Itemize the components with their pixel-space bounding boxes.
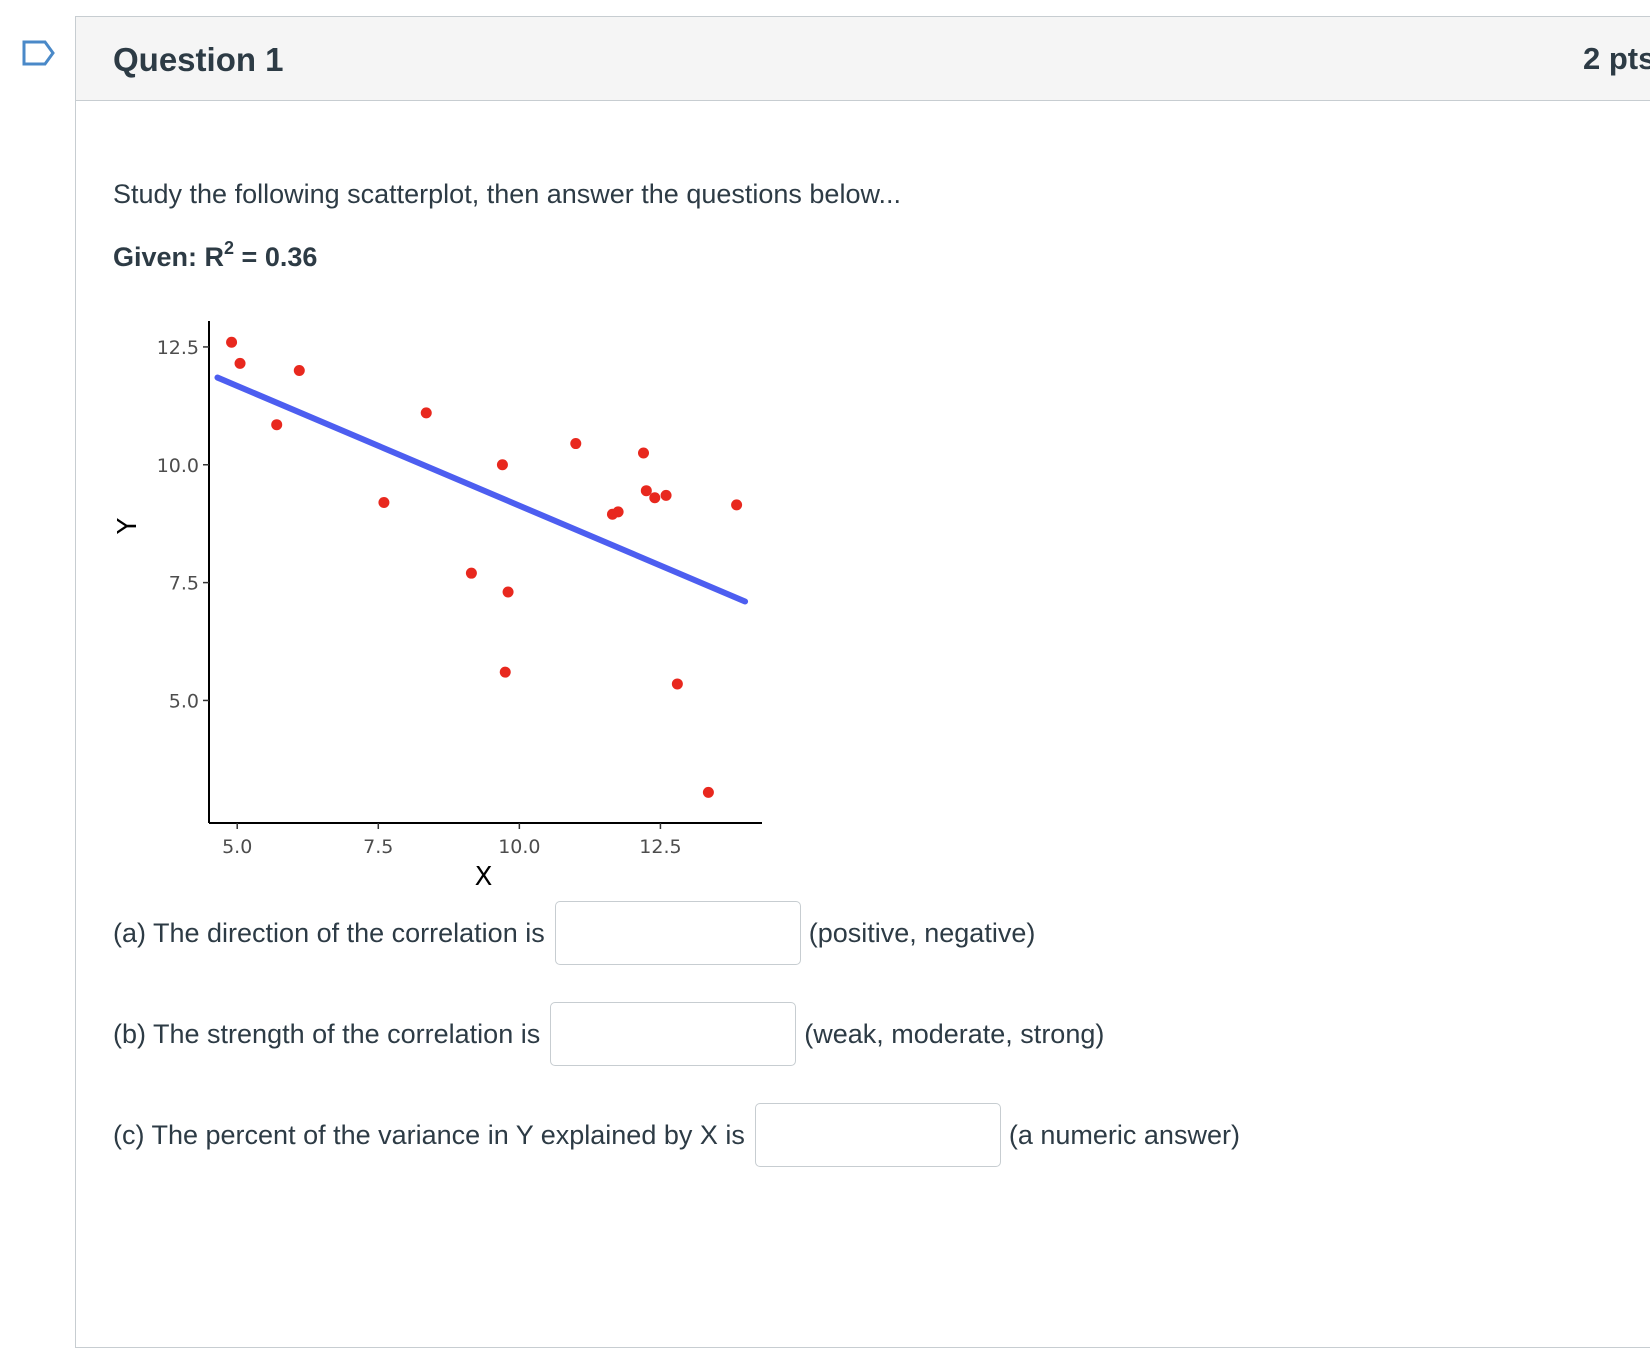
data-point: [465, 567, 477, 579]
question-card: Question 1 2 pts Study the following sca…: [75, 16, 1650, 1348]
data-point: [640, 485, 652, 497]
bookmark-flag-icon[interactable]: [22, 40, 56, 71]
question-points: 2 pts: [1583, 41, 1650, 76]
scatterplot: 5.0 7.5 10.0 12.5 5.0 7.5 10.0 12.5 X Y: [113, 313, 816, 908]
scatterplot-svg: 5.0 7.5 10.0 12.5 5.0 7.5 10.0 12.5 X Y: [113, 321, 762, 892]
y-axis-title: Y: [116, 518, 143, 535]
data-point: [702, 786, 714, 798]
x-axis-title: X: [475, 862, 493, 892]
data-point: [502, 586, 514, 598]
question-c-row: (c) The percent of the variance in Y exp…: [113, 1103, 1240, 1167]
data-point: [570, 438, 582, 450]
given-r-squared: Given: R2 = 0.36: [113, 238, 318, 273]
question-a-hint: (positive, negative): [808, 917, 1036, 948]
direction-answer-input[interactable]: [554, 901, 801, 965]
data-point: [671, 678, 683, 690]
data-point: [638, 447, 649, 459]
question-b-label: (b) The strength of the correlation is: [113, 1018, 541, 1049]
question-c-hint: (a numeric answer): [1008, 1119, 1240, 1150]
data-point: [271, 419, 283, 431]
data-point: [496, 459, 508, 471]
given-suffix: = 0.36: [234, 242, 318, 272]
x-tick-label: 12.5: [639, 836, 681, 858]
data-point: [293, 364, 305, 376]
y-tick-label: 5.0: [169, 690, 199, 712]
data-point: [378, 496, 390, 508]
variance-percent-input[interactable]: [754, 1103, 1001, 1167]
y-tick-label: 10.0: [157, 455, 199, 477]
y-tick-label: 7.5: [169, 573, 199, 595]
question-b-hint: (weak, moderate, strong): [804, 1018, 1105, 1049]
strength-answer-input[interactable]: [550, 1002, 797, 1066]
question-a-row: (a) The direction of the correlation is …: [113, 901, 1035, 965]
question-b-row: (b) The strength of the correlation is (…: [113, 1002, 1104, 1066]
given-exponent: 2: [224, 238, 235, 258]
question-title: Question 1: [113, 41, 284, 78]
data-point: [612, 506, 624, 518]
x-tick-label: 7.5: [363, 836, 393, 858]
x-tick-label: 5.0: [222, 836, 252, 858]
y-tick-label: 12.5: [157, 337, 199, 359]
question-a-label: (a) The direction of the correlation is: [113, 917, 545, 948]
data-point: [420, 407, 432, 419]
data-point: [731, 499, 743, 511]
data-point: [226, 336, 238, 348]
data-point: [660, 489, 672, 501]
question-intro: Study the following scatterplot, then an…: [113, 179, 901, 209]
data-point: [234, 357, 246, 369]
question-header: Question 1 2 pts: [76, 17, 1650, 101]
data-point: [649, 492, 661, 504]
question-c-label: (c) The percent of the variance in Y exp…: [113, 1119, 745, 1150]
x-tick-label: 10.0: [498, 836, 540, 858]
regression-line: [214, 374, 749, 605]
data-point: [499, 666, 511, 678]
given-prefix: Given: R: [113, 242, 225, 272]
